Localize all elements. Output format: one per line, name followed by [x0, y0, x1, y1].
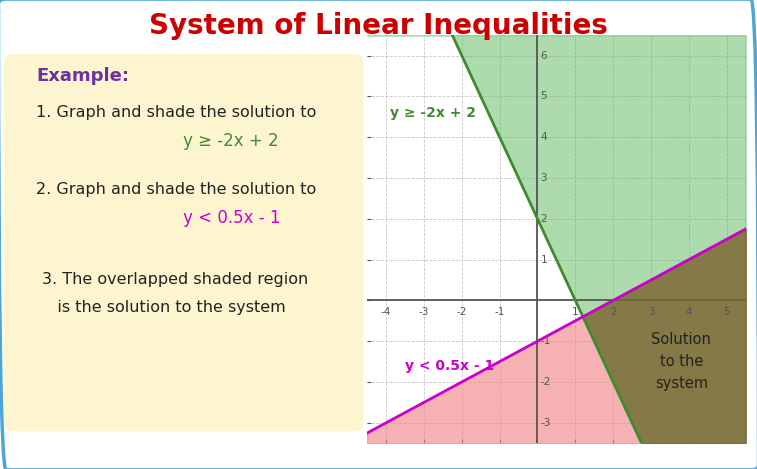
Text: -1: -1 [494, 307, 505, 317]
Text: -2: -2 [456, 307, 467, 317]
Text: y < 0.5x - 1: y < 0.5x - 1 [405, 359, 494, 373]
Text: y < 0.5x - 1: y < 0.5x - 1 [183, 209, 281, 227]
Text: 3. The overlapped shaded region: 3. The overlapped shaded region [42, 272, 308, 287]
Text: Example:: Example: [36, 67, 129, 85]
Text: 4: 4 [540, 132, 547, 142]
Text: is the solution to the system: is the solution to the system [42, 300, 285, 315]
FancyBboxPatch shape [4, 54, 363, 431]
Text: 3: 3 [540, 173, 547, 183]
Text: 1: 1 [572, 307, 578, 317]
Text: 5: 5 [724, 307, 730, 317]
Text: -3: -3 [419, 307, 429, 317]
Text: 1. Graph and shade the solution to: 1. Graph and shade the solution to [36, 105, 316, 120]
Text: 3: 3 [648, 307, 654, 317]
Text: System of Linear Inequalities: System of Linear Inequalities [149, 12, 608, 40]
Text: 2. Graph and shade the solution to: 2. Graph and shade the solution to [36, 182, 316, 197]
Text: -3: -3 [540, 418, 551, 428]
Text: -4: -4 [381, 307, 391, 317]
Text: 2: 2 [540, 214, 547, 224]
Text: 5: 5 [540, 91, 547, 101]
Text: y ≥ -2x + 2: y ≥ -2x + 2 [183, 132, 279, 150]
Text: 2: 2 [610, 307, 616, 317]
Text: y ≥ -2x + 2: y ≥ -2x + 2 [390, 106, 476, 120]
Text: Solution
to the
system: Solution to the system [651, 332, 712, 391]
Text: -2: -2 [540, 377, 551, 387]
Text: 6: 6 [540, 51, 547, 61]
Text: 1: 1 [540, 255, 547, 265]
Text: 4: 4 [686, 307, 692, 317]
Text: -1: -1 [540, 336, 551, 346]
